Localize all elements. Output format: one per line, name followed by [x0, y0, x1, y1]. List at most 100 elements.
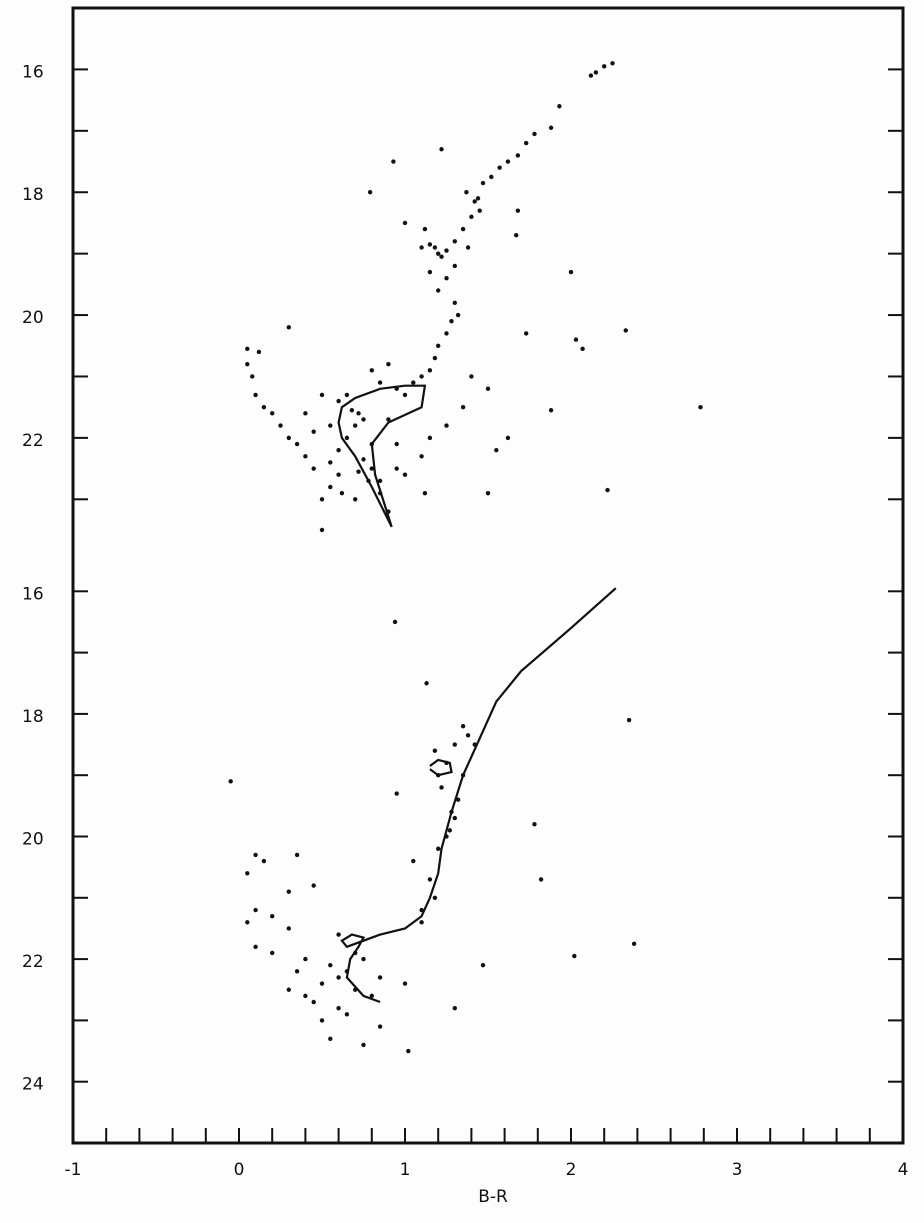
y-tick-label: 18 — [22, 707, 44, 727]
star-point — [452, 300, 457, 305]
star-point — [626, 717, 632, 723]
star-point — [411, 380, 416, 385]
star-point — [328, 423, 333, 428]
star-point — [422, 490, 428, 496]
star-point — [436, 846, 441, 851]
star-point — [480, 180, 486, 186]
star-point — [245, 871, 250, 876]
star-point — [294, 441, 300, 447]
star-point — [278, 423, 283, 428]
star-point — [286, 889, 291, 894]
star-point — [369, 368, 374, 373]
star-point — [469, 374, 474, 379]
star-point — [447, 828, 453, 833]
star-point — [270, 950, 275, 956]
star-point — [432, 355, 438, 361]
star-point — [392, 619, 398, 625]
star-point — [444, 248, 449, 253]
star-point — [339, 490, 345, 496]
x-tick-label: -1 — [65, 1160, 82, 1180]
star-point — [361, 956, 366, 962]
star-point — [432, 748, 438, 753]
star-point — [422, 226, 428, 232]
star-point — [568, 269, 574, 275]
star-point — [465, 733, 471, 738]
star-point — [698, 404, 703, 410]
star-point — [253, 944, 258, 950]
star-point — [523, 331, 529, 336]
star-point — [245, 361, 250, 367]
star-point — [261, 858, 267, 864]
star-point — [439, 147, 444, 152]
star-point — [573, 337, 579, 342]
star-point — [424, 681, 429, 686]
star-point — [436, 251, 441, 256]
star-point — [286, 926, 291, 931]
star-point — [303, 411, 308, 416]
star-point — [303, 454, 308, 459]
star-point — [452, 239, 457, 244]
star-point — [394, 466, 399, 471]
star-point — [336, 472, 341, 477]
star-point — [419, 454, 424, 459]
x-axis-label: B-R — [478, 1187, 508, 1207]
star-point — [344, 435, 350, 441]
star-point — [406, 1048, 411, 1054]
star-point — [623, 328, 628, 333]
star-point — [494, 447, 499, 453]
star-point — [605, 487, 610, 493]
star-point — [386, 417, 391, 422]
star-point — [353, 497, 358, 502]
star-point — [286, 987, 291, 992]
star-point — [394, 441, 399, 447]
star-point — [427, 877, 433, 882]
star-point — [452, 742, 457, 747]
star-point — [402, 392, 408, 398]
star-point — [353, 423, 358, 428]
y-tick-label: 20 — [22, 308, 44, 328]
star-point — [250, 374, 255, 379]
x-tick-label: 0 — [234, 1160, 245, 1180]
star-point — [328, 1036, 333, 1041]
y-tick-label: 24 — [22, 1075, 44, 1095]
star-point — [444, 423, 449, 428]
star-point — [356, 469, 361, 474]
star-point — [319, 392, 325, 398]
star-point — [538, 877, 544, 882]
isochrone-curve — [337, 384, 427, 528]
star-point — [377, 975, 383, 980]
star-point — [475, 196, 481, 201]
star-point — [336, 932, 341, 937]
star-point — [419, 245, 424, 250]
star-point — [444, 331, 449, 336]
star-point — [311, 429, 316, 434]
star-point — [588, 73, 594, 78]
star-point — [270, 411, 275, 416]
star-point — [228, 779, 233, 784]
star-point — [469, 214, 474, 219]
star-point — [477, 208, 482, 213]
star-point — [432, 895, 438, 900]
star-point — [515, 153, 521, 158]
star-point — [465, 245, 471, 250]
star-point — [505, 159, 511, 164]
star-point — [489, 174, 494, 180]
star-point — [294, 969, 300, 974]
star-point — [319, 497, 325, 502]
star-point — [356, 411, 361, 416]
star-point — [336, 1005, 341, 1011]
star-point — [580, 346, 585, 352]
star-point — [436, 343, 441, 348]
x-tick-label: 2 — [566, 1160, 577, 1180]
star-point — [402, 981, 408, 986]
star-point — [548, 125, 554, 130]
star-point — [361, 457, 366, 462]
star-point — [593, 70, 599, 75]
star-point — [336, 447, 341, 453]
star-point — [505, 435, 511, 441]
star-point — [311, 466, 316, 471]
star-point — [557, 104, 562, 109]
star-point — [497, 165, 502, 170]
star-point — [464, 190, 469, 195]
